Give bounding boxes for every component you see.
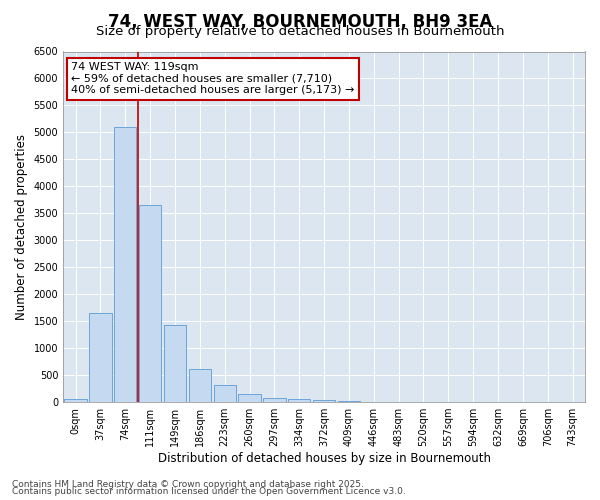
Bar xyxy=(114,127,136,402)
X-axis label: Distribution of detached houses by size in Bournemouth: Distribution of detached houses by size … xyxy=(158,452,491,465)
Bar xyxy=(164,325,186,402)
Bar xyxy=(188,369,211,402)
Text: Size of property relative to detached houses in Bournemouth: Size of property relative to detached ho… xyxy=(96,25,504,38)
Text: 74 WEST WAY: 119sqm
← 59% of detached houses are smaller (7,710)
40% of semi-det: 74 WEST WAY: 119sqm ← 59% of detached ho… xyxy=(71,62,355,95)
Bar xyxy=(214,386,236,402)
Bar xyxy=(139,205,161,402)
Bar xyxy=(263,398,286,402)
Text: Contains public sector information licensed under the Open Government Licence v3: Contains public sector information licen… xyxy=(12,487,406,496)
Y-axis label: Number of detached properties: Number of detached properties xyxy=(15,134,28,320)
Text: 74, WEST WAY, BOURNEMOUTH, BH9 3EA: 74, WEST WAY, BOURNEMOUTH, BH9 3EA xyxy=(108,12,492,30)
Bar xyxy=(238,394,261,402)
Bar xyxy=(288,400,310,402)
Bar xyxy=(64,398,87,402)
Bar xyxy=(313,400,335,402)
Text: Contains HM Land Registry data © Crown copyright and database right 2025.: Contains HM Land Registry data © Crown c… xyxy=(12,480,364,489)
Bar xyxy=(89,313,112,402)
